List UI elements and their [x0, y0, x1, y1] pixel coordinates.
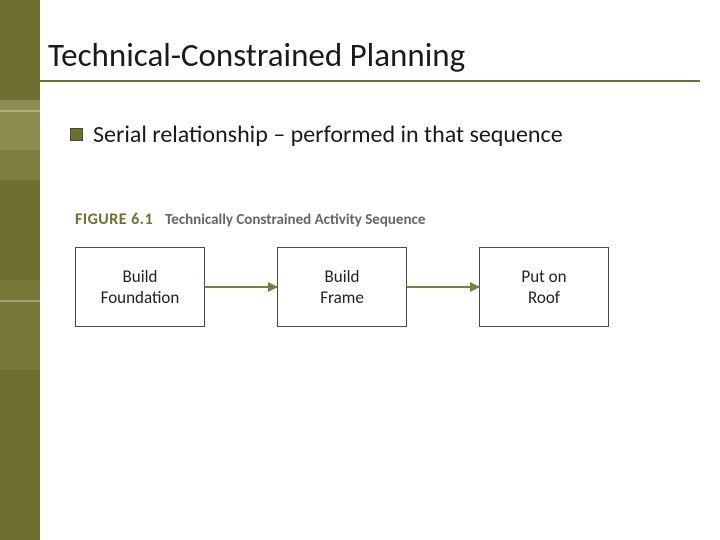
flow-node-foundation: BuildFoundation [75, 247, 205, 327]
flowchart: BuildFoundation BuildFrame Put onRoof [75, 247, 635, 327]
title-underline [40, 80, 700, 82]
figure-heading: FIGURE 6.1 Technically Constrained Activ… [75, 210, 635, 229]
figure-container: FIGURE 6.1 Technically Constrained Activ… [75, 210, 635, 327]
slide-title: Technical-Constrained Planning [48, 35, 465, 75]
slide-left-decoration [0, 0, 40, 540]
flow-node-frame: BuildFrame [277, 247, 407, 327]
figure-caption: Technically Constrained Activity Sequenc… [165, 211, 425, 229]
bullet-item: Serial relationship – performed in that … [70, 120, 563, 149]
bullet-marker [70, 128, 83, 141]
flow-node-roof: Put onRoof [479, 247, 609, 327]
flow-arrow [205, 286, 277, 288]
flow-arrow [407, 286, 479, 288]
figure-label: FIGURE 6.1 [75, 210, 153, 229]
bullet-text: Serial relationship – performed in that … [93, 120, 563, 149]
